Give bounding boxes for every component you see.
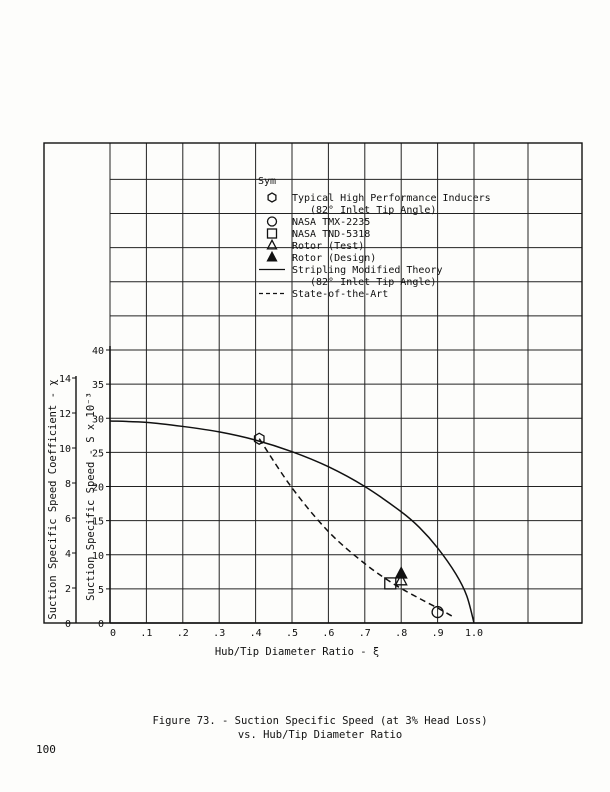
y-secondary-tick-label: 0 [65,619,71,630]
legend-symbol-square-open [266,228,278,239]
legend-label: Rotor (Design) [292,253,376,264]
data-point-hexagon-open [253,432,265,445]
legend-symbol-hexagon-open [267,192,277,203]
figure-caption-line-2: vs. Hub/Tip Diameter Ratio [237,729,403,741]
x-tick-label: .6 [322,628,334,639]
legend-label: Rotor (Test) [292,241,364,252]
series-stripling-theory [109,420,475,624]
legend-symbol-circle-open [266,216,278,227]
series-state-of-the-art [258,438,453,617]
legend-label: Stripling Modified Theory [292,265,443,276]
y-secondary-tick-label: 12 [59,409,71,420]
data-point-circle-open [431,605,444,619]
legend-label: State-of-the-Art [292,289,388,300]
y-secondary-tick-label: 10 [59,444,71,455]
legend-label: (82° Inlet Tip Angle) [310,205,436,216]
x-tick-label: .4 [250,628,262,639]
y-secondary-tick-label: 2 [65,584,71,595]
x-tick-label: 0 [110,628,116,639]
x-tick-label: .7 [359,628,371,639]
chart-axes: 0 .1 .2 .3 .4 .5 .6 .7 .8 .9 1.0 0 5 10 15 20 25 30 35 40 0 2… [47,346,582,658]
y-tick-label: 10 [92,551,104,562]
legend-label: NASA TND-5318 [292,229,370,240]
legend-label: NASA TMX-2235 [292,217,370,228]
y-secondary-tick-label: 14 [59,374,71,385]
x-tick-label: .5 [286,628,298,639]
x-axis-title: Hub/Tip Diameter Ratio - ξ [215,646,379,658]
legend-label: Typical High Performance Inducers [292,193,491,204]
chart-grid [109,143,582,623]
legend-label: (82° Inlet Tip Angle) [310,277,436,288]
legend-title: Sym [258,176,276,187]
y-axis-title: Suction Specific Speed - S x 10⁻³ [85,392,97,601]
x-tick-label: .3 [213,628,225,639]
x-tick-label: .2 [177,628,189,639]
x-tick-label: .1 [140,628,152,639]
x-tick-label: 1.0 [465,628,483,639]
y-tick-label: 40 [92,346,104,357]
y-tick-label: 5 [98,585,104,596]
y-axis-secondary-title: Suction Specific Speed Coefficient - χ [47,379,59,619]
y-tick-label: 15 [92,517,104,528]
chart-markers [253,432,444,619]
data-point-triangle-filled [394,566,408,579]
x-tick-label: .8 [395,628,407,639]
y-tick-label: 30 [92,414,104,425]
y-tick-label: 20 [92,483,104,494]
legend-symbol-triangle-filled [266,250,278,262]
figure-caption-line-1: Figure 73. - Suction Specific Speed (at … [152,715,488,727]
page-number: 100 [36,743,56,756]
y-tick-label: 35 [92,380,104,391]
y-tick-label: 0 [98,619,104,630]
legend-symbol-triangle-open [266,238,278,250]
data-point-triangle-open [394,572,408,586]
x-tick-label: .9 [432,628,444,639]
y-secondary-tick-label: 8 [65,479,71,490]
chart-series [109,420,475,624]
y-secondary-tick-label: 4 [65,549,71,560]
y-tick-label: 25 [92,448,104,459]
y-secondary-tick-label: 6 [65,514,71,525]
